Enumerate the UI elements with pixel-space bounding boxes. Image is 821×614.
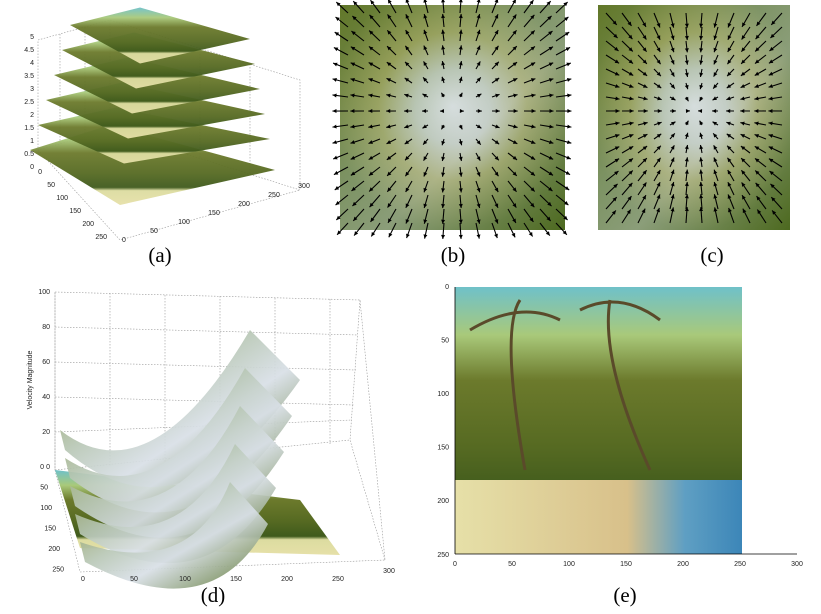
- tick-label: 60: [42, 359, 50, 366]
- arrow-head: [441, 235, 445, 239]
- tick-label: 200: [82, 221, 94, 228]
- panel-c: [598, 5, 790, 230]
- caption: (e): [613, 583, 636, 607]
- tick-label: 50: [150, 228, 158, 235]
- tick-label: 150: [230, 576, 242, 583]
- tick-label: 100: [56, 195, 68, 202]
- arrow-head: [459, 235, 463, 239]
- caption: (d): [201, 583, 226, 607]
- tick-label: 300: [383, 568, 395, 575]
- tick-label: 0: [40, 464, 44, 471]
- tick-label: 2: [30, 112, 34, 119]
- tick-label: 100: [178, 219, 190, 226]
- tick-label: 50: [441, 337, 449, 344]
- tick-label: 150: [69, 208, 81, 215]
- tick-label: 50: [130, 576, 138, 583]
- tick-label: 100: [38, 289, 50, 296]
- tick-label: 40: [42, 394, 50, 401]
- tick-label: 0: [81, 576, 85, 583]
- tick-label: 0: [30, 164, 34, 171]
- image-shore: [455, 480, 742, 554]
- tick-label: 150: [437, 445, 449, 452]
- tick-label: 100: [437, 391, 449, 398]
- caption: (c): [700, 243, 723, 267]
- tick-label: 1.5: [24, 125, 34, 132]
- tick-label: 100: [179, 576, 191, 583]
- arrow-head: [459, 0, 463, 2]
- tick-label: 0.5: [24, 151, 34, 158]
- tick-label: 250: [332, 576, 344, 583]
- tick-label: 0: [453, 561, 457, 568]
- caption: (a): [148, 243, 171, 267]
- tick-label: 3.5: [24, 73, 34, 80]
- tick-label: 50: [47, 182, 55, 189]
- tick-label: 4: [30, 60, 34, 67]
- tick-label: 150: [620, 561, 632, 568]
- tick-label: 100: [563, 561, 575, 568]
- tick-label: 3: [30, 86, 34, 93]
- tick-label: 0: [46, 464, 50, 471]
- tick-label: 20: [42, 429, 50, 436]
- panel-d: Velocity Magnitude: [27, 292, 385, 589]
- tick-label: 200: [437, 498, 449, 505]
- image-overlay: [340, 5, 565, 230]
- tick-label: 0: [445, 284, 449, 291]
- tick-label: 200: [677, 561, 689, 568]
- tick-label: 0: [38, 169, 42, 176]
- tick-label: 100: [40, 505, 52, 512]
- caption: (b): [441, 243, 466, 267]
- arrow-head: [332, 109, 336, 113]
- tick-label: 300: [791, 561, 803, 568]
- tick-label: 150: [208, 210, 220, 217]
- tick-label: 80: [42, 324, 50, 331]
- tick-label: 200: [238, 201, 250, 208]
- tick-label: 2.5: [24, 99, 34, 106]
- tick-label: 150: [44, 525, 56, 532]
- tick-label: 300: [298, 183, 310, 190]
- arrow-head: [477, 234, 481, 238]
- tick-label: 4.5: [24, 47, 34, 54]
- tick-label: 0: [122, 237, 126, 244]
- tick-label: 5: [30, 34, 34, 41]
- tick-label: 250: [268, 192, 280, 199]
- tick-label: 250: [95, 234, 107, 241]
- tick-label: 1: [30, 138, 34, 145]
- image-overlay: [598, 5, 790, 230]
- arrow-head: [494, 234, 498, 238]
- panel-b: [332, 0, 571, 239]
- panel-a: [30, 8, 300, 241]
- tick-label: 200: [48, 546, 60, 553]
- figure: (a) (b) (c) Velocity Magnitude (d) (e) 5…: [0, 0, 821, 614]
- axis-label: Velocity Magnitude: [27, 351, 34, 410]
- tick-label: 250: [52, 566, 64, 573]
- tick-label: 250: [734, 561, 746, 568]
- tick-label: 250: [437, 552, 449, 559]
- tick-label: 50: [508, 561, 516, 568]
- panel-e: [455, 287, 797, 554]
- tick-label: 50: [40, 484, 48, 491]
- arrow-head: [423, 234, 427, 238]
- arrow-head: [441, 0, 445, 2]
- tick-label: 200: [281, 576, 293, 583]
- arrow-head: [567, 109, 571, 113]
